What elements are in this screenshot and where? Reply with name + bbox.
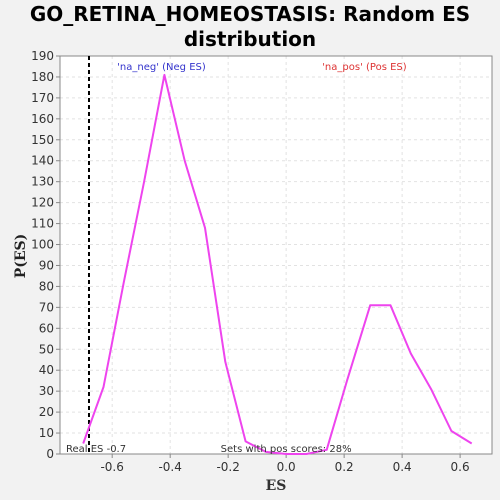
pos-scores-text: Sets with pos scores: 28% xyxy=(221,444,352,455)
plot-background xyxy=(60,56,492,454)
y-tick-label: 180 xyxy=(31,70,54,84)
chart-title-line1: GO_RETINA_HOMEOSTASIS: Random ES xyxy=(29,2,471,26)
y-tick-label: 160 xyxy=(31,112,54,126)
y-tick-label: 190 xyxy=(31,49,54,63)
x-tick-label: -0.4 xyxy=(158,460,181,474)
plot-border xyxy=(59,55,493,455)
x-tick-label: -0.6 xyxy=(100,460,123,474)
y-tick-label: 80 xyxy=(39,279,54,293)
y-tick-label: 170 xyxy=(31,91,54,105)
pos-es-label: 'na_pos' (Pos ES) xyxy=(322,62,407,73)
x-tick-label: -0.2 xyxy=(216,460,239,474)
y-tick-label: 70 xyxy=(39,300,54,314)
y-tick-label: 0 xyxy=(46,447,54,461)
x-tick-label: 0.4 xyxy=(393,460,412,474)
x-axis-label: ES xyxy=(265,478,287,494)
chart-title-line2: distribution xyxy=(183,27,317,51)
y-tick-label: 90 xyxy=(39,258,54,272)
y-tick-label: 30 xyxy=(39,384,54,398)
neg-es-label: 'na_neg' (Neg ES) xyxy=(117,62,206,73)
y-tick-label: 100 xyxy=(31,238,54,252)
x-tick-label: 0.0 xyxy=(277,460,296,474)
y-tick-label: 120 xyxy=(31,196,54,210)
y-tick-label: 40 xyxy=(39,363,54,377)
y-tick-label: 10 xyxy=(39,426,54,440)
y-tick-label: 50 xyxy=(39,342,54,356)
chart-title: GO_RETINA_HOMEOSTASIS: Random ES distrib… xyxy=(0,2,500,52)
y-tick-label: 60 xyxy=(39,321,54,335)
y-axis-label: P(ES) xyxy=(13,233,29,279)
y-tick-label: 20 xyxy=(39,405,54,419)
x-tick-label: 0.2 xyxy=(335,460,354,474)
y-tick-label: 110 xyxy=(31,217,54,231)
y-tick-label: 140 xyxy=(31,154,54,168)
x-tick-label: 0.6 xyxy=(451,460,470,474)
real-es-text: Real ES -0.7 xyxy=(66,444,126,455)
series-line xyxy=(82,73,473,455)
y-tick-label: 150 xyxy=(31,133,54,147)
y-tick-label: 130 xyxy=(31,175,54,189)
